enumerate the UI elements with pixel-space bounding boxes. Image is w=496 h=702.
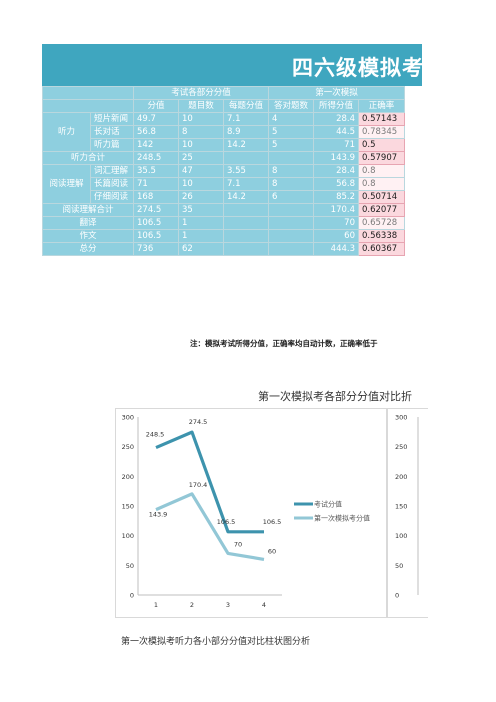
data-label: 274.5 (189, 418, 208, 426)
table-row: 听力篇 142 10 14.2 5 71 0.5 (43, 138, 405, 152)
data-label: 170.4 (189, 481, 208, 489)
y-tick-label: 250 (122, 443, 134, 451)
listening-total-row: 听力合计 248.5 25 143.9 0.57907 (42, 151, 405, 165)
section-listening: 听力 (42, 112, 91, 152)
header-group-exam: 考试各部分分值 (133, 86, 269, 100)
col-header-got: 所得分值 (313, 99, 359, 113)
y-tick-label: 50 (126, 562, 134, 570)
col-header-rate: 正确率 (358, 99, 405, 113)
note-text: 注：模拟考试所得分值，正确率均自动计数，正确率低于 (190, 339, 378, 348)
chart2-y-tick-label: 0 (395, 592, 399, 600)
header-row-group: 考试各部分分值 第一次模拟 (42, 86, 405, 100)
translation-row: 翻译 106.5 1 70 0.65728 (42, 216, 405, 230)
table-row: 长篇阅读 71 10 7.1 8 56.8 0.8 (43, 177, 405, 191)
data-label: 248.5 (146, 431, 165, 439)
y-tick-label: 100 (122, 532, 134, 540)
second-chart-partial: 0 50 100 150 200 250 300 (387, 408, 428, 618)
data-label: 143.9 (149, 511, 168, 519)
chart2-y-tick-label: 100 (395, 532, 407, 540)
chart-subtitle: 第一次模拟考听力各小部分分值对比柱状图分析 (121, 637, 311, 647)
table-row: 长对话 56.8 8 8.9 5 44.5 0.78345 (43, 125, 405, 139)
line-chart-svg: 0 50 100 150 200 250 300 1 2 3 4 248.5 274.5 106.5 106… (122, 414, 370, 610)
chart-title: 第一次模拟考各部分分值对比折 (258, 390, 412, 403)
y-tick-label: 200 (122, 473, 134, 481)
y-tick-label: 150 (122, 503, 134, 511)
data-label: 70 (234, 540, 242, 548)
series-line-1 (155, 430, 264, 534)
data-label: 106.5 (263, 518, 282, 526)
chart2-y-tick-label: 300 (395, 414, 407, 422)
col-header-per: 每题分值 (223, 99, 269, 113)
table-row: 阅读理解 词汇理解 35.5 47 3.55 8 28.4 0.8 (42, 164, 405, 204)
table-row: 听力 短片新闻 49.7 10 7.1 4 28.4 0.57143 (42, 112, 405, 152)
line-chart: 0 50 100 150 200 250 300 1 2 3 4 248.5 274.5 106.5 106… (115, 408, 387, 618)
y-tick-label: 0 (130, 592, 134, 600)
x-tick-label: 1 (154, 601, 158, 609)
series-line-2 (155, 492, 265, 561)
page-title: 四六级模拟考 (292, 56, 424, 80)
second-chart-axis-svg: 0 50 100 150 200 250 300 (395, 414, 419, 600)
header-row-columns: 分值 题目数 每题分值 答对题数 所得分值 正确率 (42, 99, 405, 113)
col-header-correct: 答对题数 (268, 99, 314, 113)
x-tick-label: 3 (226, 601, 230, 609)
reading-total-row: 阅读理解合计 274.5 35 170.4 0.62077 (42, 203, 405, 217)
header-group-mock: 第一次模拟 (268, 86, 405, 100)
y-tick-label: 300 (122, 414, 134, 422)
data-label: 106.5 (217, 518, 236, 526)
grand-total-row: 总分 736 62 444.3 0.60367 (42, 242, 405, 256)
table-row: 仔细阅读 168 26 14.2 6 85.2 0.50714 (43, 190, 405, 204)
score-table: 考试各部分分值 第一次模拟 分值 题目数 每题分值 答对题数 所得分值 正确率 … (42, 86, 405, 256)
section-reading: 阅读理解 (42, 164, 91, 204)
writing-row: 作文 106.5 1 60 0.56338 (42, 229, 405, 243)
x-tick-label: 2 (190, 601, 194, 609)
chart2-y-tick-label: 250 (395, 443, 407, 451)
legend-label: 考试分值 (314, 500, 342, 509)
x-tick-label: 4 (262, 601, 266, 609)
chart2-y-tick-label: 150 (395, 503, 407, 511)
col-header-count: 题目数 (178, 99, 224, 113)
col-header-score: 分值 (133, 99, 179, 113)
title-band (42, 44, 422, 86)
chart2-y-tick-label: 50 (395, 562, 403, 570)
chart2-y-tick-label: 200 (395, 473, 407, 481)
data-label: 60 (268, 547, 276, 555)
legend-label: 第一次模拟考分值 (314, 514, 370, 523)
